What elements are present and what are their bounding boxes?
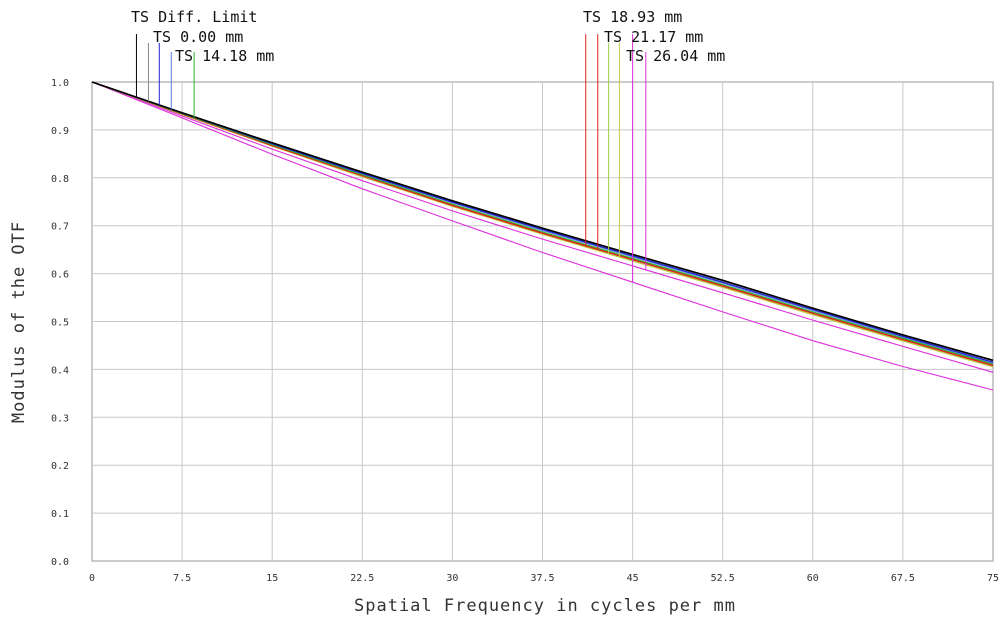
y-tick-label: 0.7 (51, 222, 69, 233)
series-line (91, 81, 994, 367)
x-axis-title: Spatial Frequency in cycles per mm (354, 596, 736, 616)
series-line (91, 81, 994, 365)
legend-markers (135, 34, 647, 283)
series-line (91, 81, 994, 362)
grid (91, 81, 994, 562)
series-line (91, 81, 994, 373)
legend-label: TS 21.17 mm (604, 28, 703, 46)
y-tick-label: 0.5 (51, 318, 69, 329)
y-tick-label: 0.1 (51, 509, 69, 520)
y-tick-label: 0.4 (51, 365, 69, 376)
y-axis-title: Modulus of the OTF (9, 221, 29, 423)
x-tick-label: 37.5 (530, 573, 554, 584)
legend-label: TS 14.18 mm (175, 47, 274, 65)
legend-label: TS Diff. Limit (131, 8, 257, 26)
y-tick-label: 0.6 (51, 270, 69, 281)
x-axis-ticks: 0 7.5 15 22.5 30 37.5 45 52.5 60 67.5 75 (89, 573, 999, 584)
x-tick-label: 22.5 (350, 573, 374, 584)
x-tick-label: 15 (266, 573, 278, 584)
y-tick-label: 1.0 (51, 78, 69, 89)
y-tick-label: 0.8 (51, 174, 69, 185)
x-tick-label: 7.5 (173, 573, 191, 584)
legend-label: TS 0.00 mm (153, 28, 243, 46)
y-tick-label: 0.0 (51, 557, 69, 568)
x-tick-label: 45 (627, 573, 639, 584)
legend-label: TS 26.04 mm (626, 47, 725, 65)
series-line (91, 81, 994, 391)
x-tick-label: 67.5 (891, 573, 915, 584)
x-tick-label: 60 (807, 573, 819, 584)
y-tick-label: 0.9 (51, 126, 69, 137)
y-axis-ticks: 0.0 0.1 0.2 0.3 0.4 0.5 0.6 0.7 0.8 0.9 1.0 (51, 78, 69, 568)
x-tick-label: 0 (89, 573, 95, 584)
y-tick-label: 0.2 (51, 461, 69, 472)
legend-label: TS 18.93 mm (583, 8, 682, 26)
x-tick-label: 30 (446, 573, 458, 584)
x-tick-label: 52.5 (711, 573, 735, 584)
x-tick-label: 75 (987, 573, 999, 584)
y-tick-label: 0.3 (51, 413, 69, 424)
series-lines (91, 81, 994, 391)
